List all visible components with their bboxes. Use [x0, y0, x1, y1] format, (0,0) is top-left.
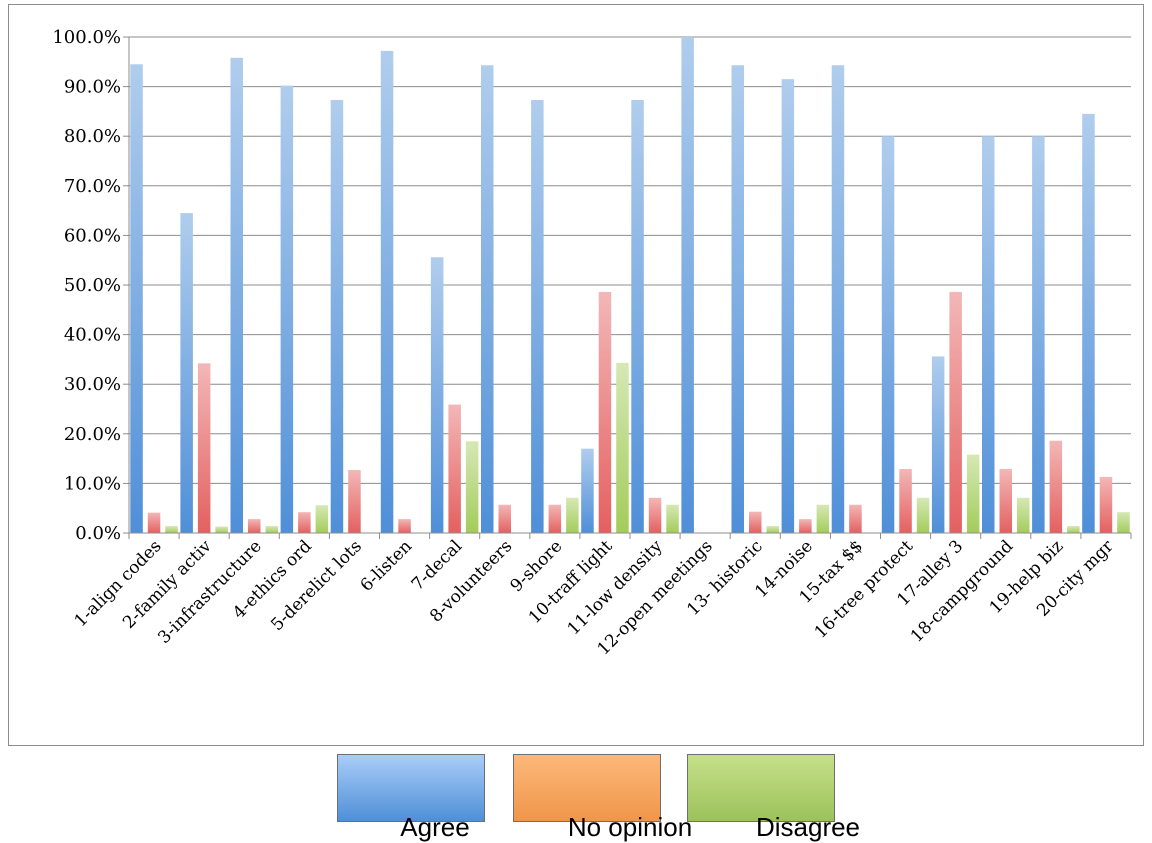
- bar-agree: [180, 213, 193, 533]
- bar-no-opinion: [298, 512, 311, 533]
- x-category-label: 6-listen: [357, 536, 416, 595]
- bars: [130, 37, 1130, 533]
- bar-no-opinion: [448, 404, 461, 533]
- bar-agree: [931, 356, 945, 533]
- bar-disagree: [1067, 526, 1080, 533]
- bar-agree: [881, 136, 895, 533]
- y-tick-label: 30.0%: [64, 374, 121, 395]
- legend-swatch-no-opinion: [513, 754, 661, 822]
- bar-disagree: [215, 526, 228, 533]
- bar-agree: [280, 85, 294, 533]
- bar-agree: [631, 99, 644, 533]
- bar-disagree: [566, 497, 579, 533]
- bar-disagree: [916, 497, 930, 533]
- bar-agree: [531, 99, 544, 533]
- axes: [128, 37, 1132, 539]
- gridlines: [129, 36, 1131, 484]
- bar-agree: [1082, 113, 1095, 533]
- y-tick-label: 10.0%: [64, 473, 121, 494]
- bar-agree: [230, 57, 243, 533]
- legend: Agree No opinion Disagree: [0, 754, 1152, 842]
- x-category-label: 1-align codes: [71, 536, 166, 631]
- bar-disagree: [816, 504, 830, 533]
- x-category-label: 5-derelict lots: [267, 536, 366, 635]
- bar-agree: [581, 448, 594, 533]
- bar-no-opinion: [899, 469, 912, 533]
- legend-label-disagree: Disagree: [755, 812, 861, 842]
- bar-disagree: [1117, 512, 1130, 533]
- bar-no-opinion: [147, 512, 161, 533]
- y-axis-ticks: 0.0% 10.0% 20.0% 30.0% 40.0% 50.0% 60.0% 70.0% 8…: [52, 27, 129, 544]
- bar-agree: [330, 99, 344, 533]
- bar-no-opinion: [398, 519, 411, 533]
- y-tick-label: 40.0%: [64, 325, 121, 346]
- bar-agree: [380, 50, 394, 533]
- y-tick-label: 60.0%: [64, 225, 121, 246]
- legend-label-no-opinion: No opinion: [567, 812, 693, 842]
- bar-disagree: [1017, 497, 1030, 533]
- bar-disagree: [966, 454, 980, 533]
- bar-agree: [681, 37, 694, 533]
- bar-agree: [781, 79, 795, 533]
- bar-disagree: [315, 505, 329, 533]
- y-tick-label: 0.0%: [75, 523, 121, 544]
- bar-disagree: [265, 526, 278, 533]
- bar-disagree: [465, 441, 479, 533]
- bar-agree: [982, 136, 995, 533]
- bar-no-opinion: [348, 470, 361, 533]
- y-tick-label: 20.0%: [64, 424, 121, 445]
- bar-agree: [130, 64, 143, 533]
- bar-agree: [1032, 136, 1045, 533]
- bar-agree: [831, 65, 845, 533]
- y-tick-label: 70.0%: [64, 176, 121, 197]
- bar-no-opinion: [248, 519, 261, 533]
- bar-agree: [731, 65, 744, 533]
- bar-disagree: [165, 526, 178, 533]
- bar-no-opinion: [999, 469, 1012, 533]
- x-category-label: 2-family activ: [119, 536, 216, 633]
- legend-swatch-disagree: [687, 754, 835, 822]
- bar-no-opinion: [498, 504, 511, 533]
- y-tick-label: 50.0%: [64, 275, 121, 296]
- y-tick-label: 90.0%: [64, 77, 121, 98]
- bar-disagree: [616, 362, 629, 533]
- bar-no-opinion: [598, 291, 612, 533]
- bar-no-opinion: [197, 363, 211, 533]
- bar-no-opinion: [799, 519, 812, 533]
- bar-no-opinion: [1049, 440, 1063, 533]
- bar-no-opinion: [849, 504, 862, 533]
- legend-label-agree: Agree: [400, 812, 470, 842]
- bar-disagree: [766, 526, 779, 533]
- bar-chart: 0.0% 10.0% 20.0% 30.0% 40.0% 50.0% 60.0% 70.0% 8…: [52, 27, 1132, 660]
- bar-no-opinion: [1099, 476, 1113, 533]
- bar-no-opinion: [548, 504, 562, 533]
- bar-no-opinion: [749, 511, 762, 533]
- bar-disagree: [666, 504, 679, 533]
- bar-no-opinion: [648, 497, 662, 533]
- y-tick-label: 80.0%: [64, 126, 121, 147]
- y-tick-label: 100.0%: [52, 27, 121, 48]
- bar-no-opinion: [949, 291, 962, 533]
- bar-agree: [481, 65, 494, 533]
- legend-swatch-agree: [337, 754, 485, 822]
- bar-agree: [430, 257, 444, 533]
- chart-frame: 0.0% 10.0% 20.0% 30.0% 40.0% 50.0% 60.0% 70.0% 8…: [8, 4, 1144, 746]
